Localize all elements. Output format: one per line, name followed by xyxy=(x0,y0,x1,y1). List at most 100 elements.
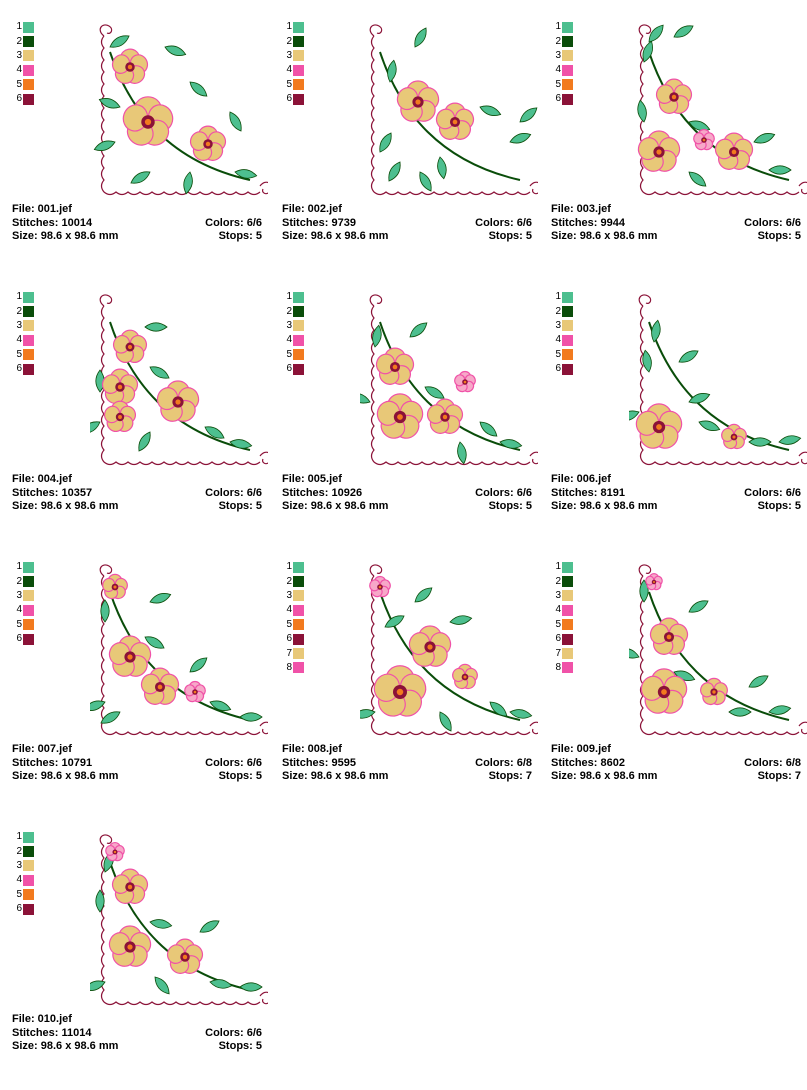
info-row: Stitches: 10014 Colors: 6/6 xyxy=(12,217,262,231)
info-row: File: 007.jef xyxy=(12,743,262,757)
info-row: File: 010.jef xyxy=(12,1013,262,1027)
swatch-number: 6 xyxy=(286,633,292,645)
color-count: Colors: 6/6 xyxy=(744,486,801,499)
floral-corner-embroidery-icon xyxy=(90,564,268,736)
swatch-color-box xyxy=(562,93,573,105)
swatch-color-box xyxy=(562,349,573,361)
swatch-color-box xyxy=(23,320,34,332)
info-row: Stitches: 10357 Colors: 6/6 xyxy=(12,487,262,501)
thread-color-swatch: 3 xyxy=(12,589,34,603)
design-card[interactable]: 1 2 3 4 5 6 File: 007.jef Stitches: 10791 Colors… xyxy=(12,560,270,820)
swatch-number: 2 xyxy=(555,35,561,47)
swatch-number: 6 xyxy=(16,363,22,375)
color-count: Colors: 6/6 xyxy=(205,756,262,769)
design-card[interactable]: 1 2 3 4 5 6 7 8 File: 008.jef Stitches: 9595 Color… xyxy=(282,560,540,820)
swatch-number: 1 xyxy=(286,291,292,303)
swatch-color-box xyxy=(293,604,304,616)
design-size: Size: 98.6 x 98.6 mm xyxy=(282,770,389,782)
design-info: File: 002.jef Stitches: 9739 Colors: 6/6 Si… xyxy=(282,203,532,244)
thread-color-swatch: 6 xyxy=(282,92,304,106)
info-row: Stitches: 10926 Colors: 6/6 xyxy=(282,487,532,501)
color-count: Colors: 6/8 xyxy=(475,756,532,769)
design-size: Size: 98.6 x 98.6 mm xyxy=(12,230,119,242)
info-row: Stitches: 8602 Colors: 6/8 xyxy=(551,757,801,771)
swatch-number: 5 xyxy=(16,78,22,90)
swatch-color-box xyxy=(293,21,304,33)
swatch-color-box xyxy=(293,291,304,303)
swatch-number: 1 xyxy=(555,21,561,33)
color-count: Colors: 6/6 xyxy=(205,1026,262,1039)
stop-count: Stops: 7 xyxy=(488,770,532,782)
design-card[interactable]: 1 2 3 4 5 6 File: 001.jef Stitches: 10014 Colors… xyxy=(12,20,270,280)
thread-color-swatch: 3 xyxy=(12,859,34,873)
swatch-color-box xyxy=(23,846,34,858)
thread-color-swatch: 7 xyxy=(551,646,573,660)
design-card[interactable]: 1 2 3 4 5 6 File: 004.jef Stitches: 10357 Colors… xyxy=(12,290,270,550)
thread-color-swatch: 5 xyxy=(12,888,34,902)
design-card[interactable]: 1 2 3 4 5 6 File: 005.jef Stitches: 10926 Colors… xyxy=(282,290,540,550)
swatch-color-box xyxy=(23,576,34,588)
swatch-number: 5 xyxy=(286,348,292,360)
thread-color-list: 1 2 3 4 5 6 xyxy=(12,830,34,916)
swatch-number: 5 xyxy=(16,348,22,360)
info-row: Stitches: 11014 Colors: 6/6 xyxy=(12,1027,262,1041)
design-info: File: 007.jef Stitches: 10791 Colors: 6/6 S… xyxy=(12,743,262,784)
floral-corner-embroidery-icon xyxy=(637,24,807,196)
swatch-color-box xyxy=(293,590,304,602)
thread-color-swatch: 5 xyxy=(551,348,573,362)
thread-color-swatch: 5 xyxy=(12,618,34,632)
swatch-color-box xyxy=(23,306,34,318)
stop-count: Stops: 5 xyxy=(218,230,262,242)
info-row: Size: 98.6 x 98.6 mm Stops: 5 xyxy=(12,1040,262,1054)
thread-color-list: 1 2 3 4 5 6 xyxy=(12,560,34,646)
thread-color-swatch: 4 xyxy=(551,63,573,77)
swatch-number: 3 xyxy=(16,319,22,331)
design-card[interactable]: 1 2 3 4 5 6 7 8 File: 009.jef Stitches: 8602 Color… xyxy=(551,560,807,820)
swatch-number: 4 xyxy=(16,334,22,346)
thread-color-swatch: 1 xyxy=(12,290,34,304)
swatch-color-box xyxy=(293,648,304,660)
thread-color-swatch: 4 xyxy=(551,333,573,347)
design-size: Size: 98.6 x 98.6 mm xyxy=(551,230,658,242)
design-card[interactable]: 1 2 3 4 5 6 File: 003.jef Stitches: 9944 Colors:… xyxy=(551,20,807,280)
swatch-color-box xyxy=(23,363,34,375)
swatch-number: 1 xyxy=(16,831,22,843)
swatch-number: 2 xyxy=(555,305,561,317)
file-name: File: 010.jef xyxy=(12,1013,72,1025)
stitch-count: Stitches: 9944 xyxy=(551,216,625,229)
thread-color-list: 1 2 3 4 5 6 xyxy=(12,290,34,376)
thread-color-swatch: 1 xyxy=(551,290,573,304)
thread-color-swatch: 6 xyxy=(12,632,34,646)
swatch-color-box xyxy=(23,860,34,872)
swatch-number: 4 xyxy=(286,604,292,616)
swatch-color-box xyxy=(23,633,34,645)
swatch-color-box xyxy=(293,576,304,588)
swatch-number: 8 xyxy=(286,661,292,673)
design-size: Size: 98.6 x 98.6 mm xyxy=(551,770,658,782)
info-row: Size: 98.6 x 98.6 mm Stops: 5 xyxy=(282,500,532,514)
thread-color-swatch: 7 xyxy=(282,646,304,660)
swatch-number: 5 xyxy=(555,348,561,360)
thread-color-swatch: 5 xyxy=(12,348,34,362)
thread-color-list: 1 2 3 4 5 6 xyxy=(12,20,34,106)
info-row: Size: 98.6 x 98.6 mm Stops: 5 xyxy=(282,230,532,244)
design-size: Size: 98.6 x 98.6 mm xyxy=(551,500,658,512)
design-card[interactable]: 1 2 3 4 5 6 File: 006.jef Stitches: 8191 Colors:… xyxy=(551,290,807,550)
swatch-number: 4 xyxy=(555,64,561,76)
design-card[interactable]: 1 2 3 4 5 6 File: 002.jef Stitches: 9739 Colors:… xyxy=(282,20,540,280)
thread-color-swatch: 6 xyxy=(282,632,304,646)
info-row: File: 003.jef xyxy=(551,203,801,217)
swatch-color-box xyxy=(562,363,573,375)
thread-color-swatch: 2 xyxy=(12,844,34,858)
design-size: Size: 98.6 x 98.6 mm xyxy=(12,770,119,782)
swatch-number: 6 xyxy=(555,633,561,645)
thread-color-swatch: 2 xyxy=(551,34,573,48)
design-card[interactable]: 1 2 3 4 5 6 File: 010.jef Stitches: 11014 Colors… xyxy=(12,830,270,1090)
swatch-color-box xyxy=(562,50,573,62)
thread-color-swatch: 4 xyxy=(12,333,34,347)
swatch-number: 1 xyxy=(16,561,22,573)
thread-color-swatch: 1 xyxy=(551,560,573,574)
stop-count: Stops: 5 xyxy=(218,1040,262,1052)
info-row: File: 009.jef xyxy=(551,743,801,757)
swatch-number: 1 xyxy=(16,291,22,303)
